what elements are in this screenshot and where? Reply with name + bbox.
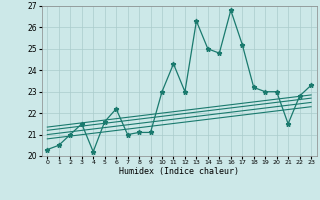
X-axis label: Humidex (Indice chaleur): Humidex (Indice chaleur) xyxy=(119,167,239,176)
